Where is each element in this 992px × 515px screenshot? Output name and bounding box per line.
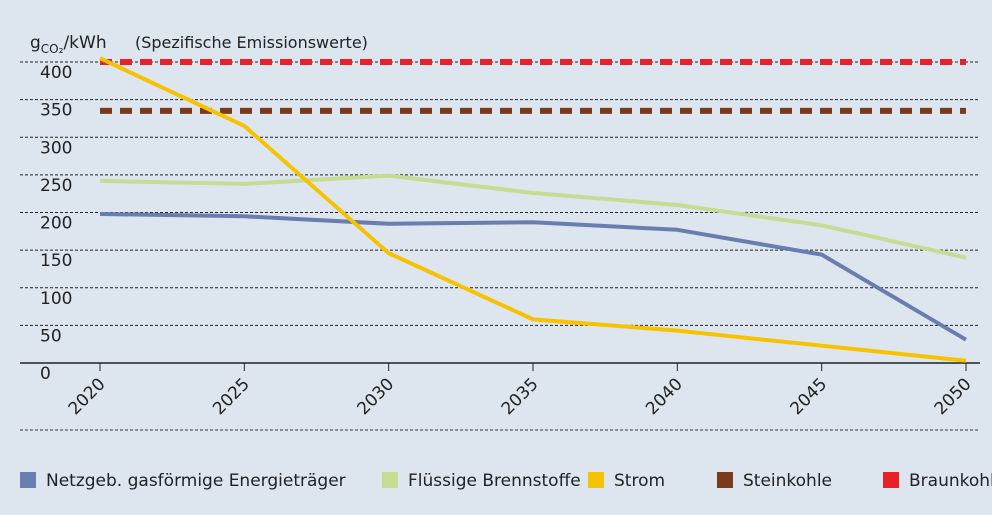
y-tick-label: 50 [40,326,62,346]
legend-label: Strom [614,471,665,491]
legend-swatch [20,472,36,488]
y-unit-sub: CO₂ [41,42,64,56]
legend-swatch [883,472,899,488]
legend-label: Steinkohle [743,471,832,491]
y-unit-base: g [30,33,41,53]
y-unit: gCO₂/kWh [30,33,107,56]
series-line [99,173,967,260]
legend-label: Flüssige Brennstoffe [408,471,581,491]
subtitle: (Spezifische Emissionswerte) [135,33,368,52]
series-line [99,56,967,363]
legend-swatch [717,472,733,488]
legend-label: Braunkohle [909,471,992,491]
y-tick-label: 0 [40,364,51,384]
legend-swatch [382,472,398,488]
y-tick-label: 300 [40,138,72,158]
y-tick-label: 150 [40,251,72,271]
y-tick-label: 250 [40,176,72,196]
y-tick-label: 400 [40,63,72,83]
y-tick-label: 350 [40,101,72,121]
series-line [99,212,968,342]
y-unit-rest: /kWh [63,33,106,53]
legend-swatch [588,472,604,488]
legend-label: Netzgeb. gasförmige Energieträger [46,471,346,491]
y-tick-label: 100 [40,289,72,309]
y-tick-label: 200 [40,214,72,234]
